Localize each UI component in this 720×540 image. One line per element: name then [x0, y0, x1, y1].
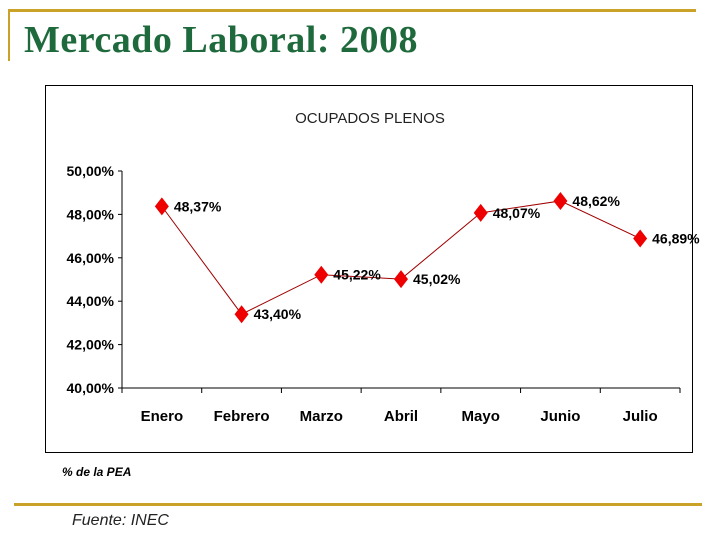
data-point-marker — [314, 265, 329, 284]
data-point-marker — [633, 229, 648, 248]
y-tick-label: 40,00% — [67, 380, 115, 396]
unit-note: % de la PEA — [62, 465, 132, 479]
top-rule — [8, 9, 696, 12]
x-tick-label: Junio — [540, 408, 580, 425]
series-line — [161, 200, 641, 315]
data-label: 48,07% — [493, 205, 541, 221]
chart-title: OCUPADOS PLENOS — [295, 110, 445, 127]
data-label: 43,40% — [254, 306, 302, 322]
data-label: 45,02% — [413, 271, 461, 287]
left-rule — [8, 9, 10, 61]
data-label: 45,22% — [333, 267, 381, 283]
x-tick-label: Enero — [141, 408, 184, 425]
source-note: Fuente: INEC — [72, 512, 169, 529]
y-tick-label: 44,00% — [67, 293, 115, 309]
y-tick-label: 42,00% — [67, 337, 115, 353]
data-label: 46,89% — [652, 230, 700, 246]
data-point-marker — [394, 270, 408, 289]
x-tick-label: Marzo — [300, 408, 343, 425]
data-label: 48,62% — [572, 193, 620, 209]
data-point-marker — [234, 305, 249, 324]
x-tick-label: Julio — [623, 408, 658, 425]
data-point-marker — [154, 197, 169, 216]
chart-frame — [45, 85, 693, 453]
slide-title: Mercado Laboral: 2008 — [24, 19, 418, 61]
bottom-rule — [14, 503, 702, 506]
y-tick-label: 50,00% — [67, 163, 115, 179]
y-tick-label: 48,00% — [67, 206, 115, 222]
data-point-marker — [553, 191, 568, 210]
data-point-marker — [473, 203, 488, 222]
data-label: 48,37% — [174, 198, 222, 214]
x-tick-label: Abril — [384, 408, 418, 425]
x-tick-label: Mayo — [462, 408, 500, 425]
x-tick-label: Febrero — [214, 408, 270, 425]
y-tick-label: 46,00% — [67, 250, 115, 266]
